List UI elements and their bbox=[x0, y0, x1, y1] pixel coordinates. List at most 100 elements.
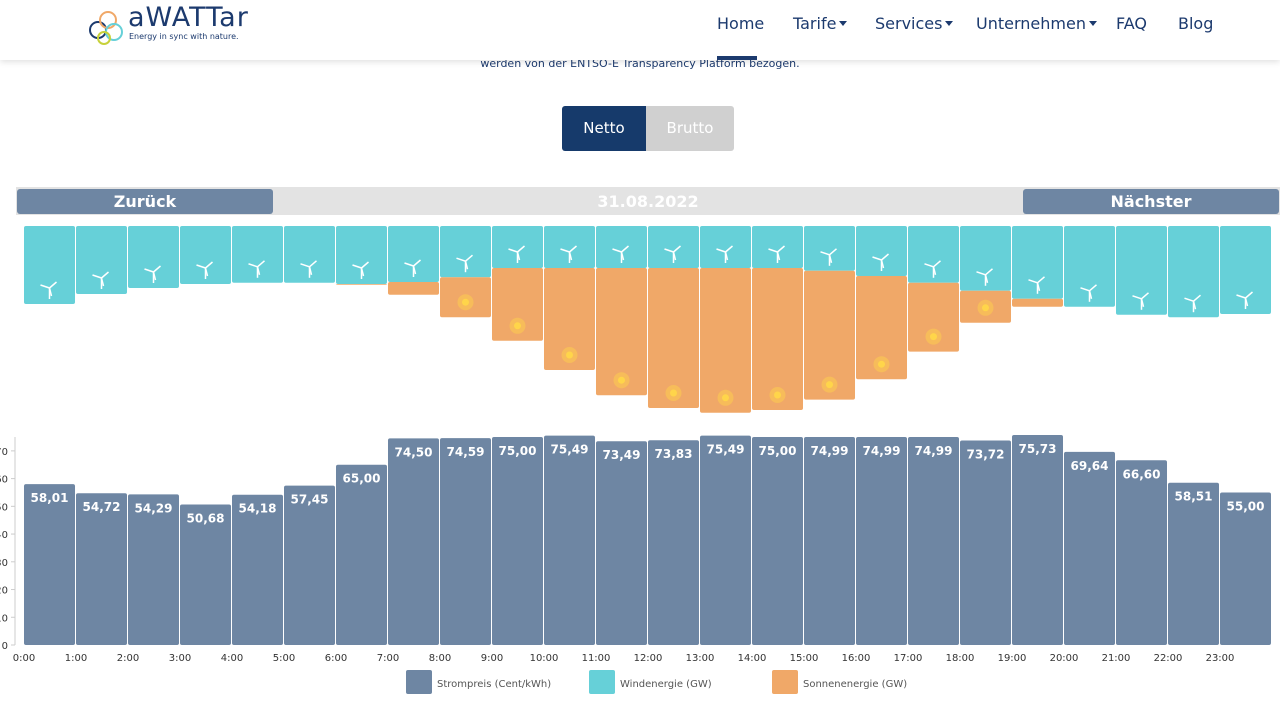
nav-link[interactable]: Unternehmen bbox=[976, 14, 1097, 33]
price-bar bbox=[76, 493, 127, 645]
x-tick-label: 17:00 bbox=[894, 653, 923, 664]
price-label: 75,49 bbox=[707, 443, 745, 457]
wind-bar bbox=[908, 226, 959, 283]
wind-bar bbox=[336, 226, 387, 284]
price-bar bbox=[1116, 460, 1167, 645]
turbine-blade bbox=[257, 260, 265, 268]
sun-bar bbox=[336, 284, 387, 285]
price-label: 74,99 bbox=[863, 444, 901, 458]
sun-bar bbox=[492, 268, 543, 341]
wind-bar bbox=[700, 226, 751, 268]
nav-link[interactable]: Home bbox=[717, 14, 765, 33]
price-bar bbox=[752, 437, 803, 645]
turbine-blade bbox=[152, 271, 157, 281]
x-tick-label: 14:00 bbox=[738, 653, 767, 664]
turbine-blade bbox=[828, 254, 833, 263]
price-bar bbox=[908, 437, 959, 645]
turbine-blade bbox=[880, 259, 885, 269]
turbine-blade bbox=[612, 248, 622, 253]
turbine-blade bbox=[777, 245, 785, 253]
turbine-blade bbox=[300, 263, 310, 268]
turbine-blade bbox=[569, 245, 577, 253]
wind-bar bbox=[24, 226, 75, 304]
wind-bar bbox=[76, 226, 127, 294]
turbine-blade bbox=[881, 253, 889, 261]
next-button[interactable]: Nächster bbox=[1023, 189, 1279, 214]
turbine-blade bbox=[464, 261, 469, 270]
prev-button[interactable]: Zurück bbox=[17, 189, 273, 214]
wind-bar bbox=[128, 226, 179, 288]
sun-icon bbox=[514, 322, 521, 330]
price-bar bbox=[284, 485, 335, 645]
x-tick-label: 19:00 bbox=[998, 653, 1027, 664]
x-tick-label: 13:00 bbox=[686, 653, 715, 664]
price-label: 74,59 bbox=[447, 445, 485, 459]
price-label: 74,99 bbox=[811, 444, 849, 458]
turbine-blade bbox=[1089, 284, 1097, 292]
x-tick-label: 6:00 bbox=[325, 653, 347, 664]
turbine-blade bbox=[924, 263, 934, 268]
turbine-blade bbox=[516, 251, 521, 261]
sun-icon bbox=[670, 389, 677, 397]
wind-bar bbox=[596, 226, 647, 268]
turbine-blade bbox=[404, 262, 414, 267]
price-label: 73,83 bbox=[655, 447, 693, 461]
turbine-blade bbox=[1184, 297, 1194, 302]
sun-bar bbox=[544, 268, 595, 370]
sun-bar bbox=[804, 270, 855, 400]
wind-bar bbox=[1220, 226, 1271, 314]
turbine-blade bbox=[456, 257, 466, 262]
price-label: 74,50 bbox=[395, 445, 433, 459]
turbine-blade bbox=[872, 256, 882, 261]
price-label: 54,72 bbox=[83, 500, 121, 514]
turbine-blade bbox=[1088, 290, 1093, 299]
logo[interactable]: aWATTar bbox=[128, 2, 249, 33]
price-bar bbox=[700, 435, 751, 645]
sun-icon bbox=[722, 394, 729, 402]
nav-link[interactable]: Blog bbox=[1178, 14, 1214, 33]
price-label: 75,49 bbox=[551, 443, 589, 457]
price-bar bbox=[596, 441, 647, 645]
wind-bar bbox=[1168, 226, 1219, 318]
price-label: 55,00 bbox=[1227, 499, 1265, 513]
nav-link[interactable]: FAQ bbox=[1116, 14, 1147, 33]
price-bar bbox=[648, 440, 699, 645]
logo-icon bbox=[89, 11, 123, 45]
price-label: 65,00 bbox=[343, 472, 381, 486]
x-tick-label: 10:00 bbox=[530, 653, 559, 664]
price-label: 75,00 bbox=[759, 444, 797, 458]
wind-bar bbox=[648, 226, 699, 268]
y-tick-label: 30 bbox=[0, 558, 8, 569]
x-tick-label: 18:00 bbox=[946, 653, 975, 664]
turbine-blade bbox=[465, 254, 473, 262]
price-label: 69,64 bbox=[1071, 459, 1109, 473]
x-tick-label: 8:00 bbox=[429, 653, 451, 664]
price-bar bbox=[856, 437, 907, 645]
turbine-blade bbox=[672, 251, 677, 261]
price-bar bbox=[440, 438, 491, 645]
turbine-blade bbox=[621, 245, 629, 253]
price-bar bbox=[544, 435, 595, 645]
price-bar bbox=[960, 440, 1011, 645]
sun-bar bbox=[648, 268, 699, 408]
turbine-blade bbox=[1140, 298, 1145, 307]
turbine-blade bbox=[256, 266, 261, 275]
turbine-blade bbox=[725, 245, 733, 253]
sun-bar bbox=[388, 282, 439, 295]
toggle-brutto[interactable]: Brutto bbox=[646, 106, 734, 151]
price-bar bbox=[1012, 434, 1063, 645]
toggle-netto[interactable]: Netto bbox=[562, 106, 646, 151]
turbine-blade bbox=[1036, 282, 1041, 291]
nav-link[interactable]: Tarife bbox=[793, 14, 847, 33]
nav-link[interactable]: Services bbox=[875, 14, 953, 33]
turbine-blade bbox=[1028, 279, 1038, 284]
price-bar bbox=[180, 504, 231, 645]
price-label: 54,18 bbox=[239, 502, 277, 516]
legend-swatch bbox=[406, 670, 432, 694]
wind-bar bbox=[1116, 226, 1167, 315]
x-tick-label: 15:00 bbox=[790, 653, 819, 664]
turbine-blade bbox=[933, 260, 941, 268]
price-label: 54,29 bbox=[135, 501, 173, 515]
